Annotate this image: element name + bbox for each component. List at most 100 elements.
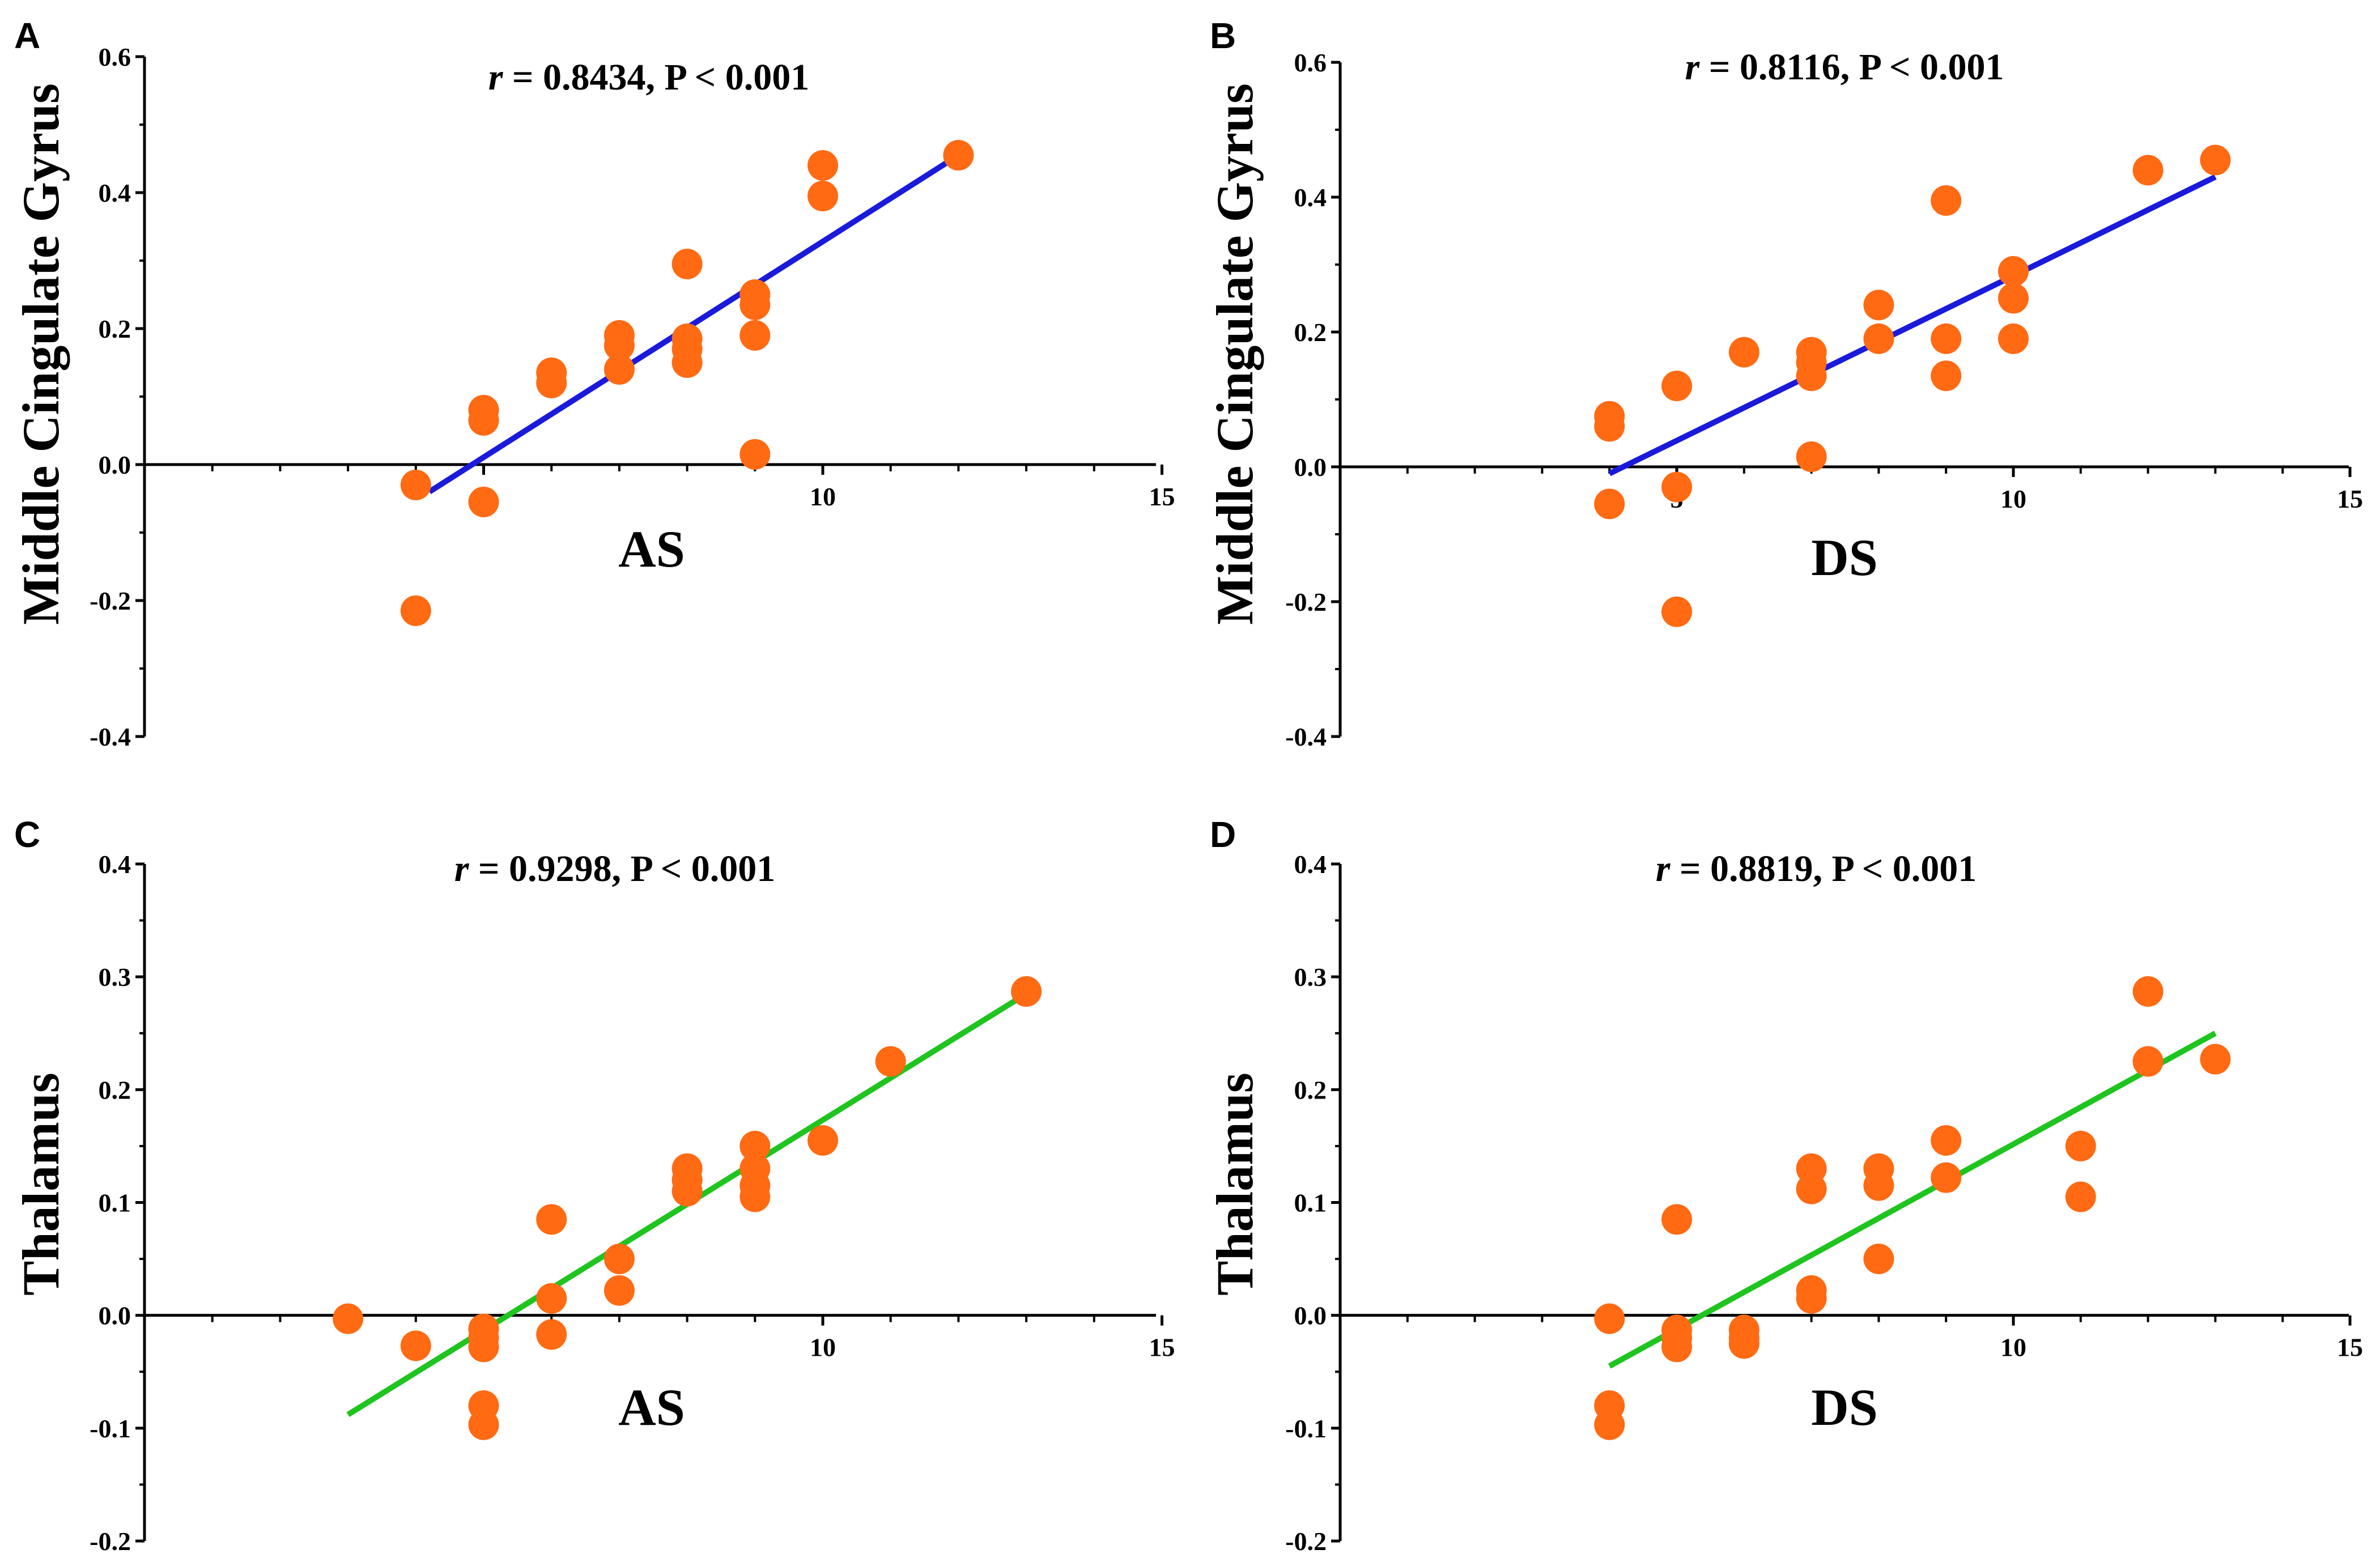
- stat-annotation-d: r = 0.8819, P < 0.001: [1656, 848, 1977, 889]
- stat-r-symbol-c: r: [454, 848, 470, 889]
- data-point-d: [1863, 1170, 1894, 1201]
- panel-b: B r = 0.8116, P < 0.001 Middle Cingulate…: [1206, 15, 2363, 751]
- y-tick-label-c: 0.4: [99, 850, 131, 879]
- y-tick-label-a: 0.4: [99, 178, 131, 207]
- y-tick-label-a: -0.4: [90, 722, 131, 751]
- data-point-a: [468, 487, 499, 517]
- data-point-a: [740, 439, 771, 470]
- y-tick-label-a: -0.2: [90, 586, 131, 615]
- plot-area-c: -0.2-0.10.00.10.20.30.451015: [90, 850, 1175, 1556]
- data-point-d: [1594, 1303, 1625, 1334]
- x-axis-title-d: DS: [1811, 1378, 1878, 1436]
- y-tick-label-b: -0.2: [1285, 588, 1327, 616]
- x-axis-title-c: AS: [618, 1378, 685, 1436]
- data-point-a: [808, 150, 838, 181]
- x-tick-label-b: 15: [2337, 484, 2363, 513]
- plot-area-a: -0.4 -0.2 0.0 0.2 0.4 0.6 10 15: [90, 42, 1175, 751]
- stat-value-a: = 0.8434, P < 0.001: [503, 57, 809, 98]
- data-point-d: [1931, 1125, 1962, 1156]
- data-point-b: [1661, 596, 1692, 627]
- stat-value-d: = 0.8819, P < 0.001: [1670, 848, 1977, 889]
- data-point-c: [740, 1181, 771, 1212]
- data-point-d: [1594, 1409, 1625, 1440]
- data-point-c: [1011, 976, 1042, 1007]
- y-tick-label-a: 0.6: [99, 42, 131, 71]
- y-tick-label-d: 0.3: [1294, 963, 1327, 991]
- x-tick-label-c: 10: [810, 1333, 836, 1362]
- stat-r-symbol-b: r: [1685, 46, 1701, 88]
- x-axis-title-a: AS: [618, 520, 685, 578]
- data-point-c: [604, 1275, 635, 1306]
- y-tick-label-c: 0.1: [99, 1189, 131, 1218]
- data-point-a: [536, 368, 567, 398]
- data-point-d: [2065, 1181, 2096, 1212]
- data-point-b: [2200, 144, 2231, 176]
- x-tick-label-a: 10: [810, 482, 836, 511]
- data-point-b: [2132, 155, 2164, 186]
- stat-annotation-b: r = 0.8116, P < 0.001: [1685, 46, 2004, 88]
- panel-letter-a: A: [14, 15, 40, 56]
- data-point-b: [1594, 411, 1625, 442]
- data-point-d: [2132, 976, 2164, 1007]
- plot-area-b: -0.4-0.20.00.20.40.651015: [1285, 48, 2363, 751]
- data-point-a: [400, 595, 431, 626]
- y-tick-label-d: 0.2: [1294, 1075, 1327, 1104]
- data-point-d: [1931, 1162, 1962, 1193]
- y-tick-label-c: 0.0: [99, 1301, 131, 1330]
- data-point-b: [1728, 337, 1760, 368]
- data-point-c: [875, 1046, 906, 1077]
- y-tick-label-b: 0.0: [1294, 453, 1327, 482]
- data-point-c: [672, 1176, 703, 1207]
- data-point-b: [1863, 323, 1894, 354]
- data-point-b: [1661, 371, 1692, 402]
- data-point-c: [536, 1319, 567, 1350]
- y-tick-label-c: -0.1: [90, 1414, 131, 1443]
- panel-a: A r = 0.8434, P < 0.001 Middle Cingulate…: [12, 15, 1175, 751]
- y-tick-label-d: 0.0: [1294, 1301, 1327, 1330]
- y-tick-label-c: 0.2: [99, 1075, 131, 1104]
- y-tick-label-d: -0.2: [1285, 1527, 1327, 1556]
- y-tick-label-c: -0.2: [90, 1527, 131, 1556]
- panel-letter-d: D: [1210, 814, 1236, 855]
- data-point-b: [1931, 323, 1962, 354]
- y-tick-label-d: -0.1: [1285, 1414, 1327, 1443]
- data-point-b: [1998, 256, 2029, 287]
- plot-area-d: -0.2-0.10.00.10.20.30.451015: [1285, 850, 2363, 1556]
- y-axis-title-c: Thalamus: [12, 1072, 70, 1296]
- data-point-d: [2132, 1046, 2164, 1077]
- regression-line-b: [1608, 174, 2217, 476]
- y-tick-label-b: -0.4: [1285, 722, 1327, 751]
- data-point-a: [604, 330, 635, 361]
- data-point-b: [1661, 471, 1692, 503]
- data-point-d: [1661, 1331, 1692, 1363]
- regression-line-a: [428, 152, 960, 495]
- data-point-a: [808, 181, 838, 211]
- y-axis-title-b: Middle Cingulate Gyrus: [1206, 83, 1264, 625]
- panel-letter-b: B: [1210, 15, 1236, 56]
- stat-annotation-a: r = 0.8434, P < 0.001: [488, 57, 810, 98]
- data-point-d: [2200, 1044, 2231, 1075]
- data-point-b: [1796, 441, 1827, 472]
- y-tick-label-b: 0.2: [1294, 318, 1327, 347]
- data-point-b: [1998, 283, 2029, 314]
- data-point-c: [468, 1409, 499, 1440]
- data-point-c: [536, 1283, 567, 1314]
- data-point-b: [1998, 323, 2029, 354]
- y-tick-label-a: 0.0: [99, 450, 131, 479]
- stat-annotation-c: r = 0.9298, P < 0.001: [454, 848, 776, 889]
- data-point-c: [400, 1330, 431, 1361]
- regression-line-d: [1608, 1031, 2217, 1369]
- y-tick-label-d: 0.4: [1294, 850, 1327, 879]
- data-point-b: [1931, 185, 1962, 216]
- y-tick-label-b: 0.6: [1294, 48, 1327, 77]
- data-point-d: [2065, 1130, 2096, 1161]
- data-point-d: [1863, 1244, 1894, 1275]
- data-point-c: [808, 1125, 838, 1156]
- panel-d: D r = 0.8819, P < 0.001 Thalamus DS -0.2…: [1206, 814, 2363, 1556]
- stat-value-b: = 0.8116, P < 0.001: [1699, 46, 2004, 88]
- stat-value-c: = 0.9298, P < 0.001: [469, 848, 775, 889]
- data-point-d: [1728, 1328, 1760, 1359]
- stat-r-symbol-a: r: [488, 57, 504, 98]
- data-point-a: [740, 320, 771, 351]
